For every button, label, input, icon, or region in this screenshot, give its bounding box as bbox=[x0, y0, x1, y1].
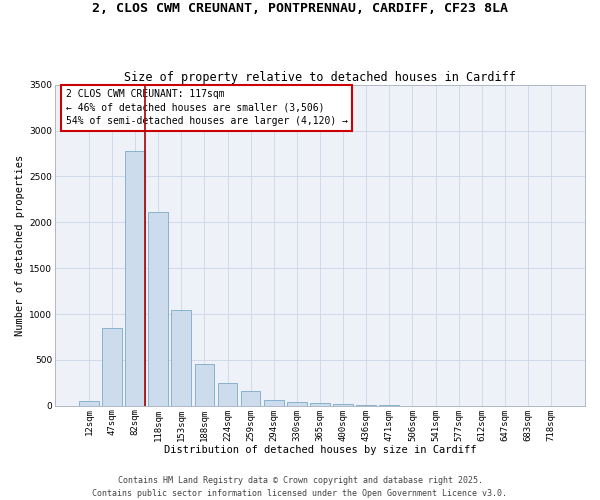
Bar bbox=[287, 402, 307, 406]
Text: Contains HM Land Registry data © Crown copyright and database right 2025.
Contai: Contains HM Land Registry data © Crown c… bbox=[92, 476, 508, 498]
Title: Size of property relative to detached houses in Cardiff: Size of property relative to detached ho… bbox=[124, 70, 516, 84]
Bar bbox=[218, 383, 238, 406]
Bar bbox=[194, 364, 214, 406]
Bar bbox=[310, 403, 330, 406]
Text: 2 CLOS CWM CREUNANT: 117sqm
← 46% of detached houses are smaller (3,506)
54% of : 2 CLOS CWM CREUNANT: 117sqm ← 46% of det… bbox=[65, 90, 347, 126]
Bar bbox=[356, 405, 376, 406]
Bar bbox=[125, 150, 145, 406]
Bar bbox=[148, 212, 168, 406]
Text: 2, CLOS CWM CREUNANT, PONTPRENNAU, CARDIFF, CF23 8LA: 2, CLOS CWM CREUNANT, PONTPRENNAU, CARDI… bbox=[92, 2, 508, 16]
Y-axis label: Number of detached properties: Number of detached properties bbox=[15, 154, 25, 336]
Bar bbox=[79, 401, 98, 406]
Bar bbox=[333, 404, 353, 406]
Bar bbox=[264, 400, 284, 406]
X-axis label: Distribution of detached houses by size in Cardiff: Distribution of detached houses by size … bbox=[164, 445, 476, 455]
Bar bbox=[102, 328, 122, 406]
Bar bbox=[172, 310, 191, 406]
Bar bbox=[241, 391, 260, 406]
